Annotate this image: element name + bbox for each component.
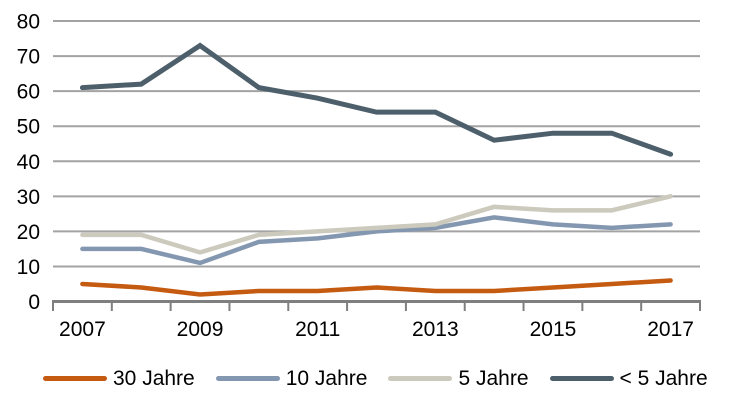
svg-text:20: 20 [17, 221, 40, 244]
svg-text:2017: 2017 [647, 318, 694, 341]
legend-swatch-30-jahre [43, 375, 107, 381]
svg-text:10: 10 [17, 256, 40, 279]
svg-text:50: 50 [17, 116, 40, 139]
svg-text:2007: 2007 [59, 318, 106, 341]
legend-item-5-jahre: 5 Jahre [388, 366, 529, 390]
legend-swatch-lt-5-jahre [549, 375, 614, 381]
legend-swatch-10-jahre [215, 375, 280, 381]
legend-label-30-jahre: 30 Jahre [113, 366, 195, 390]
legend-item-10-jahre: 10 Jahre [215, 366, 368, 390]
svg-text:60: 60 [17, 81, 40, 104]
svg-text:30: 30 [17, 186, 40, 209]
legend-swatch-5-jahre [388, 375, 453, 381]
svg-text:0: 0 [28, 291, 40, 314]
legend-label-lt-5-jahre: < 5 Jahre [619, 366, 708, 390]
chart-canvas: 0 10 20 30 40 50 60 70 80 2007 2009 2011 2013 2015 201… [17, 11, 701, 341]
svg-text:2011: 2011 [295, 318, 340, 341]
svg-text:2015: 2015 [530, 318, 577, 341]
svg-text:2013: 2013 [412, 318, 459, 341]
plot-area: 0 10 20 30 40 50 60 70 80 2007 2009 2011 2013 2015 201… [17, 11, 701, 341]
svg-text:2009: 2009 [177, 318, 224, 341]
legend-label-5-jahre: 5 Jahre [458, 366, 529, 390]
svg-text:40: 40 [17, 151, 40, 174]
svg-text:70: 70 [17, 46, 40, 69]
legend-item-lt-5-jahre: < 5 Jahre [549, 366, 708, 390]
chart-legend: 30 Jahre 10 Jahre 5 Jahre < 5 Jahre [43, 362, 708, 394]
svg-text:80: 80 [17, 11, 40, 34]
legend-item-30-jahre: 30 Jahre [43, 368, 195, 389]
legend-label-10-jahre: 10 Jahre [285, 366, 368, 390]
